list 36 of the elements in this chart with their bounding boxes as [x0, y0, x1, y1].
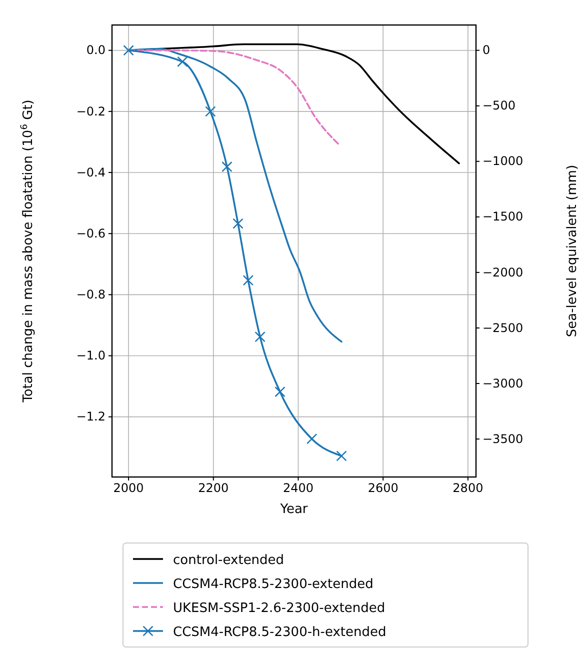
point	[306, 433, 318, 444]
legend-label: CCSM4-RCP8.5-2300-extended	[173, 577, 374, 592]
y2-tick-label: −1500	[482, 210, 524, 224]
y2-tick-label: −3500	[482, 432, 524, 446]
legend-label: UKESM-SSP1-2.6-2300-extended	[173, 601, 386, 616]
point	[177, 56, 188, 68]
x-tick-label: 2400	[282, 481, 314, 496]
y-tick-label: −1.2	[76, 410, 106, 424]
y-tick-label: −0.8	[76, 288, 106, 302]
x-tick-label: 2000	[113, 481, 144, 496]
y-tick-label: −0.6	[76, 226, 106, 240]
y-tick-label: 0.0	[86, 43, 106, 58]
legend-label: CCSM4-RCP8.5-2300-h-extended	[173, 625, 386, 640]
point	[222, 161, 232, 172]
y-tick-label: −0.2	[76, 104, 106, 118]
point	[254, 331, 266, 342]
y2-tick-label: −500	[482, 98, 516, 113]
x-tick-label: 2200	[198, 481, 229, 496]
point	[205, 106, 216, 117]
y-tick-label: −1.0	[76, 348, 106, 363]
y2-axis-title: Sea-level equivalent (mm)	[565, 164, 580, 338]
x-axis-title: Year	[279, 502, 308, 517]
legend-label: control-extended	[173, 553, 284, 568]
y-tick-label: −0.4	[76, 165, 106, 180]
y2-tick-label: −2000	[482, 265, 524, 280]
point	[232, 218, 244, 229]
point	[336, 450, 347, 462]
y2-tick-label: 0	[482, 43, 490, 58]
point	[123, 44, 134, 56]
y2-tick-label: −3000	[482, 376, 524, 390]
y2-tick-label: −2500	[482, 320, 524, 335]
y2-tick-label: −1000	[482, 154, 524, 168]
x-tick-label: 2600	[368, 481, 398, 496]
point	[242, 274, 254, 286]
point	[274, 386, 286, 398]
x-tick-label: 2800	[452, 481, 484, 496]
